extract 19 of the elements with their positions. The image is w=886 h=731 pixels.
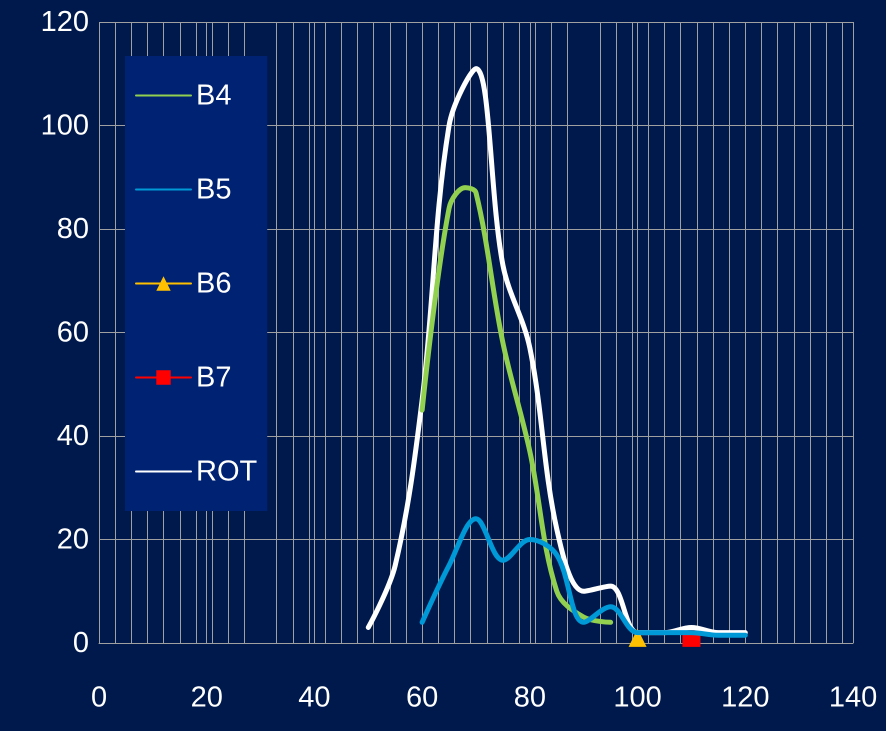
x-tick-label: 80 xyxy=(514,682,546,714)
x-tick-label: 140 xyxy=(828,682,878,714)
legend-label: B4 xyxy=(196,80,232,112)
x-tick-label: 100 xyxy=(613,682,662,714)
y-tick-label: 40 xyxy=(56,420,89,452)
legend-label: B6 xyxy=(196,268,232,300)
y-tick-label: 0 xyxy=(72,627,89,659)
x-tick-label: 120 xyxy=(721,682,770,714)
y-tick-label: 60 xyxy=(56,316,89,348)
y-tick-label: 20 xyxy=(56,524,89,556)
x-tick-label: 60 xyxy=(406,682,438,714)
legend-label: B5 xyxy=(196,174,232,206)
x-tick-label: 20 xyxy=(190,682,223,714)
legend-label: B7 xyxy=(196,362,232,394)
x-tick-label: 40 xyxy=(298,682,331,714)
y-tick-label: 120 xyxy=(40,6,89,38)
y-tick-label: 80 xyxy=(56,213,89,245)
y-tick-label: 100 xyxy=(40,110,89,142)
legend-label: ROT xyxy=(196,456,258,488)
